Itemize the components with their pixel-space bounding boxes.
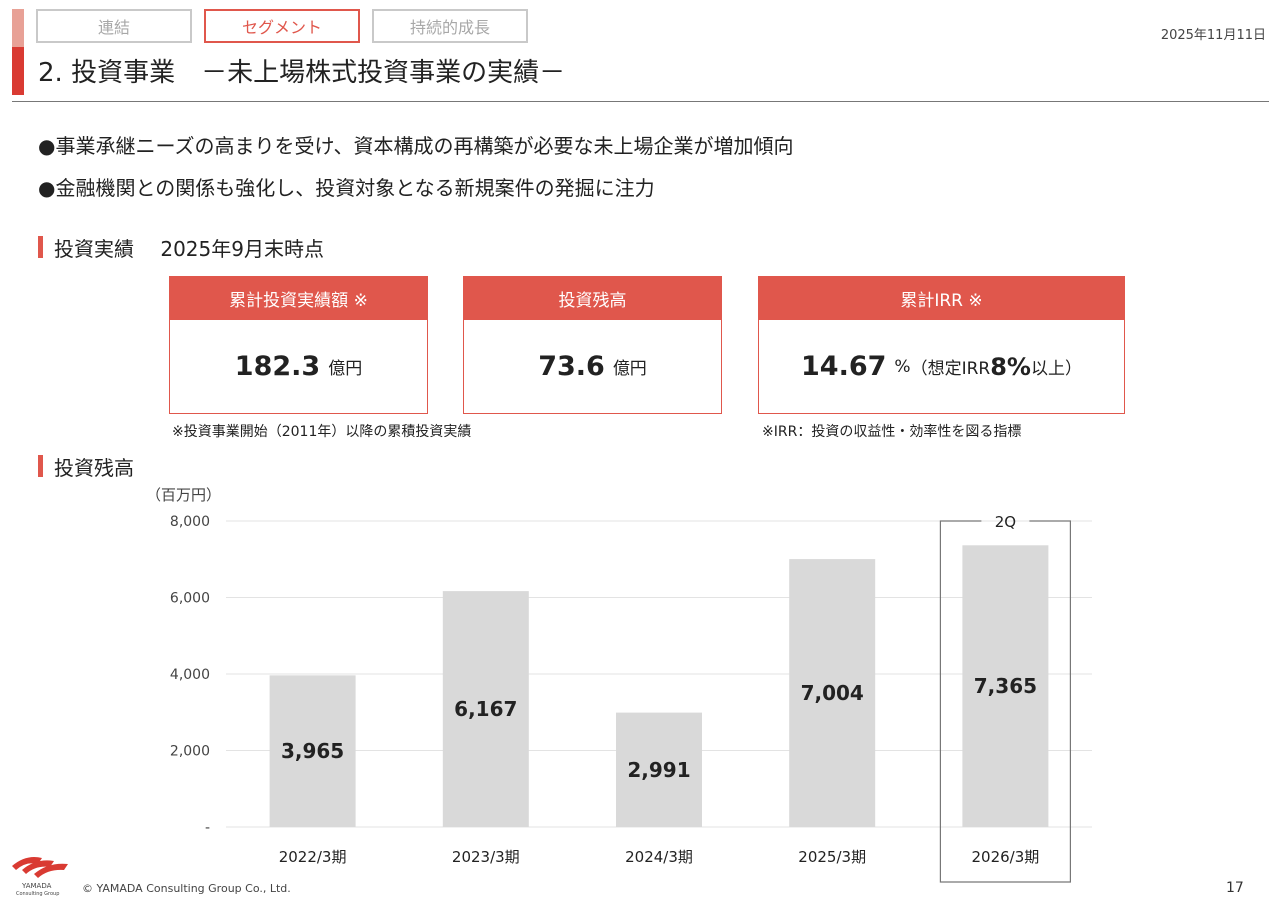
logo-subtext: Consulting Group [16, 891, 60, 897]
bar-value-label: 7,365 [974, 674, 1037, 698]
card-value: 73.6 [538, 351, 605, 382]
title-underline [12, 101, 1269, 102]
x-tick-label: 2025/3期 [798, 848, 866, 866]
x-tick-label: 2026/3期 [972, 848, 1040, 866]
card-unit: 億円 [612, 359, 647, 379]
y-tick-label: - [205, 820, 210, 836]
tab-label: 連結 [97, 18, 130, 37]
card-cumulative-investment: 累計投資実績額 ※ 182.3 億円 [169, 276, 428, 414]
x-tick-label: 2022/3期 [279, 848, 347, 866]
card-suffix: （想定IRR [910, 359, 991, 379]
note-right: ※IRR：投資の収益性・効率性を図る指標 [762, 424, 1022, 440]
card-unit: 億円 [328, 359, 363, 379]
bullet-item: ●金融機関との関係も強化し、投資対象となる新規案件の発掘に注力 [38, 176, 655, 200]
header-accent-light [12, 9, 24, 47]
tab-label: セグメント [241, 18, 322, 37]
y-tick-label: 8,000 [170, 514, 210, 530]
y-tick-label: 2,000 [170, 744, 210, 760]
page-number: 17 [1226, 880, 1244, 896]
card-suffix-bold: 8% [990, 352, 1031, 381]
chart-unit-label: （百万円） [146, 486, 221, 504]
bar [789, 559, 876, 827]
header-accent [12, 47, 24, 95]
card-investment-balance: 投資残高 73.6 億円 [463, 276, 722, 414]
tab-label: 持続的成長 [409, 18, 490, 37]
card-cumulative-irr: 累計IRR ※ 14.67 % （想定IRR 8% 以上） [758, 276, 1125, 414]
section-marker [38, 455, 43, 477]
card-value: 182.3 [234, 351, 321, 382]
bar-value-label: 2,991 [627, 758, 690, 782]
bar [616, 712, 702, 827]
copyright: © YAMADA Consulting Group Co., Ltd. [82, 882, 291, 895]
x-tick-label: 2024/3期 [625, 848, 693, 866]
card-unit: % [894, 356, 911, 377]
results-section-title: 投資実績 2025年9月末時点 [54, 233, 324, 262]
page-title: 2. 投資事業 －未上場株式投資事業の実績－ [38, 58, 566, 88]
highlight-box [939, 520, 1071, 883]
y-tick-label: 6,000 [170, 591, 210, 607]
logo-text: YAMADA [22, 882, 52, 890]
card-suffix-end: 以上） [1030, 359, 1082, 379]
bar [442, 591, 529, 827]
report-date: 2025年11月11日 [1160, 28, 1266, 43]
bar [962, 545, 1049, 827]
highlight-label: 2Q [995, 513, 1016, 531]
chart-section-title: 投資残高 [54, 456, 134, 480]
results-as-of: 2025年9月末時点 [160, 237, 324, 261]
bar [269, 675, 356, 827]
tab-sustainable-growth[interactable]: 持続的成長 [372, 9, 528, 43]
card-header: 投資残高 [464, 277, 721, 320]
results-title: 投資実績 [54, 237, 134, 261]
tab-consolidated[interactable]: 連結 [36, 9, 192, 43]
note-left: ※投資事業開始（2011年）以降の累積投資実績 [172, 424, 472, 440]
company-logo [12, 857, 68, 878]
section-marker [38, 236, 43, 258]
bar-value-label: 3,965 [281, 739, 344, 763]
bar-value-label: 7,004 [801, 681, 864, 705]
x-tick-label: 2023/3期 [452, 848, 520, 866]
y-tick-label: 4,000 [170, 667, 210, 683]
bullet-item: ●事業承継ニーズの高まりを受け、資本構成の再構築が必要な未上場企業が増加傾向 [38, 134, 794, 158]
tab-segment[interactable]: セグメント [204, 9, 360, 43]
card-header: 累計IRR ※ [759, 277, 1124, 320]
card-header: 累計投資実績額 ※ [170, 277, 427, 320]
card-value: 14.67 [801, 351, 887, 382]
bar-value-label: 6,167 [454, 697, 517, 721]
